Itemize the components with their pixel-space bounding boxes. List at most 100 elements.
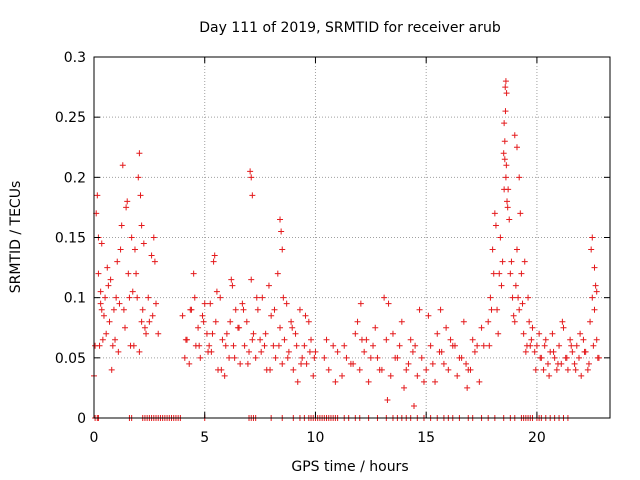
- data-point: [275, 342, 282, 349]
- data-point: [136, 348, 143, 355]
- data-point: [356, 366, 363, 373]
- data-point: [414, 372, 421, 379]
- data-point: [310, 372, 317, 379]
- data-point: [278, 228, 285, 235]
- data-point: [237, 360, 244, 367]
- data-point: [533, 342, 540, 349]
- data-point: [103, 330, 110, 337]
- data-point: [544, 360, 551, 367]
- data-point: [516, 306, 523, 313]
- data-point: [231, 354, 238, 361]
- data-point: [115, 348, 122, 355]
- data-point: [135, 174, 142, 181]
- data-point: [398, 318, 405, 325]
- data-point: [95, 270, 102, 277]
- data-point: [496, 270, 503, 277]
- data-point: [554, 360, 561, 367]
- data-point: [271, 306, 278, 313]
- data-point: [241, 342, 248, 349]
- data-point: [281, 336, 288, 343]
- data-point: [401, 384, 408, 391]
- data-point: [502, 174, 509, 181]
- data-point: [261, 342, 268, 349]
- data-point: [299, 354, 306, 361]
- data-point: [503, 162, 510, 169]
- data-point: [502, 108, 509, 115]
- data-point: [296, 306, 303, 313]
- data-point: [563, 354, 570, 361]
- x-tick-label: 0: [90, 430, 99, 446]
- data-point: [283, 300, 290, 307]
- data-point: [218, 366, 225, 373]
- data-point: [308, 336, 315, 343]
- data-point: [262, 330, 269, 337]
- data-point: [591, 306, 598, 313]
- data-point: [594, 354, 601, 361]
- data-point: [568, 342, 575, 349]
- data-point: [471, 348, 478, 355]
- data-point: [513, 246, 520, 253]
- data-point: [497, 234, 504, 241]
- data-point: [374, 354, 381, 361]
- data-point: [529, 324, 536, 331]
- data-point: [425, 312, 432, 319]
- data-point: [341, 342, 348, 349]
- data-point: [469, 336, 476, 343]
- data-point: [243, 318, 250, 325]
- data-point: [511, 318, 518, 325]
- data-point: [249, 192, 256, 199]
- data-point: [211, 252, 218, 259]
- data-point: [97, 288, 104, 295]
- data-point: [140, 240, 147, 247]
- data-point: [131, 246, 138, 253]
- data-point: [517, 210, 524, 217]
- data-point: [259, 294, 266, 301]
- data-point: [200, 318, 207, 325]
- data-point: [494, 306, 501, 313]
- data-point: [190, 270, 197, 277]
- data-point: [536, 330, 543, 337]
- data-point: [288, 318, 295, 325]
- data-point: [526, 318, 533, 325]
- data-point: [578, 372, 585, 379]
- data-point: [429, 360, 436, 367]
- data-point: [495, 330, 502, 337]
- data-point: [508, 258, 515, 265]
- data-point: [376, 366, 383, 373]
- data-point: [542, 336, 549, 343]
- data-point: [311, 354, 318, 361]
- data-point: [432, 378, 439, 385]
- data-point: [270, 342, 277, 349]
- chart-title: Day 111 of 2019, SRMTID for receiver aru…: [199, 20, 501, 36]
- data-point: [108, 366, 115, 373]
- data-point: [504, 198, 511, 205]
- data-point: [253, 294, 260, 301]
- data-point: [153, 300, 160, 307]
- data-point: [138, 318, 145, 325]
- data-point: [229, 282, 236, 289]
- data-point: [303, 360, 310, 367]
- data-point: [367, 354, 374, 361]
- data-point: [285, 348, 292, 355]
- data-point: [228, 276, 235, 283]
- data-point: [205, 348, 212, 355]
- data-point: [423, 366, 430, 373]
- ticks-layer: 0 0.05 0.1 0.15 0.2 0.25 0.3 0 5 10 15 20: [55, 50, 610, 446]
- data-point: [323, 336, 330, 343]
- data-point: [141, 324, 148, 331]
- data-point: [519, 300, 526, 307]
- data-point: [118, 222, 125, 229]
- data-point: [212, 318, 219, 325]
- data-point: [357, 300, 364, 307]
- data-point: [254, 306, 261, 313]
- data-point: [506, 216, 513, 223]
- data-point: [217, 294, 224, 301]
- data-point: [476, 378, 483, 385]
- x-tick-label: 5: [200, 430, 209, 446]
- data-point: [387, 372, 394, 379]
- data-point: [122, 324, 129, 331]
- data-point: [99, 336, 106, 343]
- data-point: [339, 372, 346, 379]
- data-point: [128, 234, 135, 241]
